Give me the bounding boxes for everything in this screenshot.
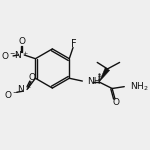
- Text: F: F: [71, 39, 77, 49]
- Text: O$^-$: O$^-$: [4, 89, 19, 100]
- Text: N$^+$: N$^+$: [17, 84, 32, 95]
- Polygon shape: [99, 68, 110, 82]
- Text: O: O: [112, 98, 119, 107]
- Text: NH$_2$: NH$_2$: [130, 80, 148, 93]
- Text: O: O: [19, 38, 26, 46]
- Text: O$^-$: O$^-$: [1, 50, 16, 61]
- Text: O: O: [28, 73, 35, 82]
- Text: NH: NH: [87, 78, 101, 87]
- Text: N$^+$: N$^+$: [14, 49, 29, 61]
